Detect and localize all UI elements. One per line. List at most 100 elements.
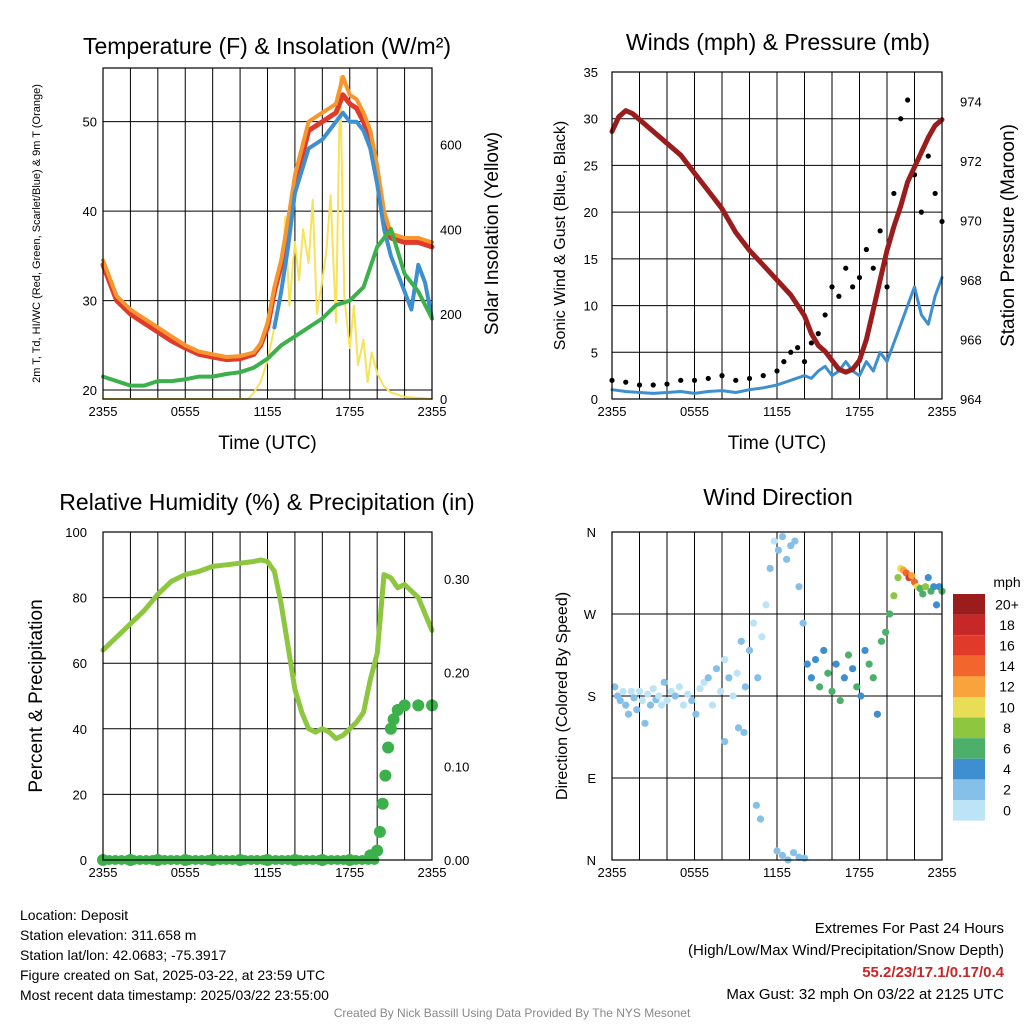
created-text: Figure created on Sat, 2025-03-22, at 23… [20,967,326,983]
wind-direction-point [671,692,679,700]
wind-direction-point [807,674,815,682]
wind-direction-point [770,537,778,545]
x-tick-label: 0555 [680,865,709,880]
wind-direction-point [616,696,624,705]
wind-direction-point [766,564,774,573]
2m-td-line [101,227,434,388]
x-tick-label: 2355 [928,865,957,880]
legend-label: 10 [999,699,1015,715]
y2-tick-label: 0.30 [444,572,469,587]
gust-point [891,190,897,197]
wind-direction-point [663,696,671,705]
precip-point [398,699,411,712]
x-tick-label: 1155 [763,865,791,880]
wind-direction-point [684,690,692,698]
y-tick-label: E [587,771,596,786]
y-tick-label: 10 [584,299,598,314]
precip-point [384,722,397,735]
y-tick-label: 40 [83,204,97,219]
gust-point [781,359,787,365]
wind-direction-point [619,687,627,696]
credit-text: Created By Nick Bassill Using Data Provi… [333,1006,691,1020]
y-tick-label: 20 [83,383,97,398]
gust-point [836,293,842,299]
legend-swatch [953,676,985,697]
legend-label: 4 [1003,761,1011,777]
wind-direction-point [649,685,657,693]
legend-swatch [953,635,985,656]
y2-tick-label: 0 [440,392,447,407]
wind-direction-point [894,573,902,582]
wind-direction-point [789,849,798,857]
gust-point [678,377,684,383]
gust-point [719,373,725,379]
y2-tick-label: 966 [960,333,982,348]
gust-point [733,377,739,383]
x-tick-label: 2355 [598,404,627,419]
y-tick-label: 60 [73,656,87,671]
y-tick-label: 40 [73,722,87,737]
wind-direction-point [828,687,836,696]
y-tick-label: 25 [584,158,598,173]
y-tick-label: 100 [65,525,87,540]
gust-point [808,340,814,346]
gust-point [774,368,780,374]
y2-tick-label: 972 [960,154,982,169]
wind-direction-point [882,628,890,636]
x-tick-label: 2355 [418,865,447,880]
wind-direction-point [657,701,666,709]
wind-direction-point [624,710,633,718]
wind-direction-point [762,601,770,609]
wind-direction-point [832,660,840,668]
chart-title: Wind Direction [703,484,853,510]
gust-point [623,379,629,385]
x-tick-label: 2355 [89,404,118,419]
wind-direction-point [930,583,938,591]
wind-direction-point [857,692,865,700]
precip-point [379,769,392,782]
wind-direction-point [712,665,721,673]
wind-direction-point [638,696,646,705]
y-tick-label: 0 [80,853,87,868]
wind-direction-point [924,573,932,582]
wind-direction-point [688,696,696,705]
9m-t-line [101,74,434,359]
legend-label: 18 [999,617,1015,633]
elevation-text: Station elevation: 311.658 m [20,927,197,943]
wind-direction-point [919,590,927,598]
legend-label: 6 [1003,741,1011,757]
gust-point [918,209,924,215]
x-tick-label: 0555 [171,404,200,419]
wind-direction-point [675,683,683,691]
wind-direction-point [729,692,737,700]
wind-direction-point [721,655,729,664]
wind-direction-point [853,683,861,691]
legend-swatch [953,800,985,821]
legend-swatch [953,738,985,759]
gust-point [801,359,808,365]
extremes-title: Extremes For Past 24 Hours [814,920,1004,937]
wind-direction-point [811,655,820,664]
x-axis-label: Time (UTC) [218,433,317,454]
wind-direction-point [865,660,873,668]
wind-direction-point [611,683,619,691]
wind-direction-point [932,601,941,609]
precip-point [412,699,425,712]
y-tick-label: 30 [83,294,97,309]
wind-direction-point [733,669,741,677]
gust-point [843,265,849,271]
x-tick-label: 1155 [254,404,282,419]
wind-direction-point [836,696,844,705]
wind-direction-point [696,685,704,693]
gust-point [863,246,869,253]
y-tick-label: 20 [73,787,87,802]
wind-direction-point [679,701,688,709]
wind-direction-point [844,651,853,659]
legend-label: 12 [999,679,1015,695]
y-axis-label: Percent & Precipitation [26,599,47,792]
x-tick-label: 2355 [928,404,957,419]
precip-point [376,797,389,810]
x-tick-label: 2355 [89,865,118,880]
y-tick-label: 15 [584,252,598,267]
